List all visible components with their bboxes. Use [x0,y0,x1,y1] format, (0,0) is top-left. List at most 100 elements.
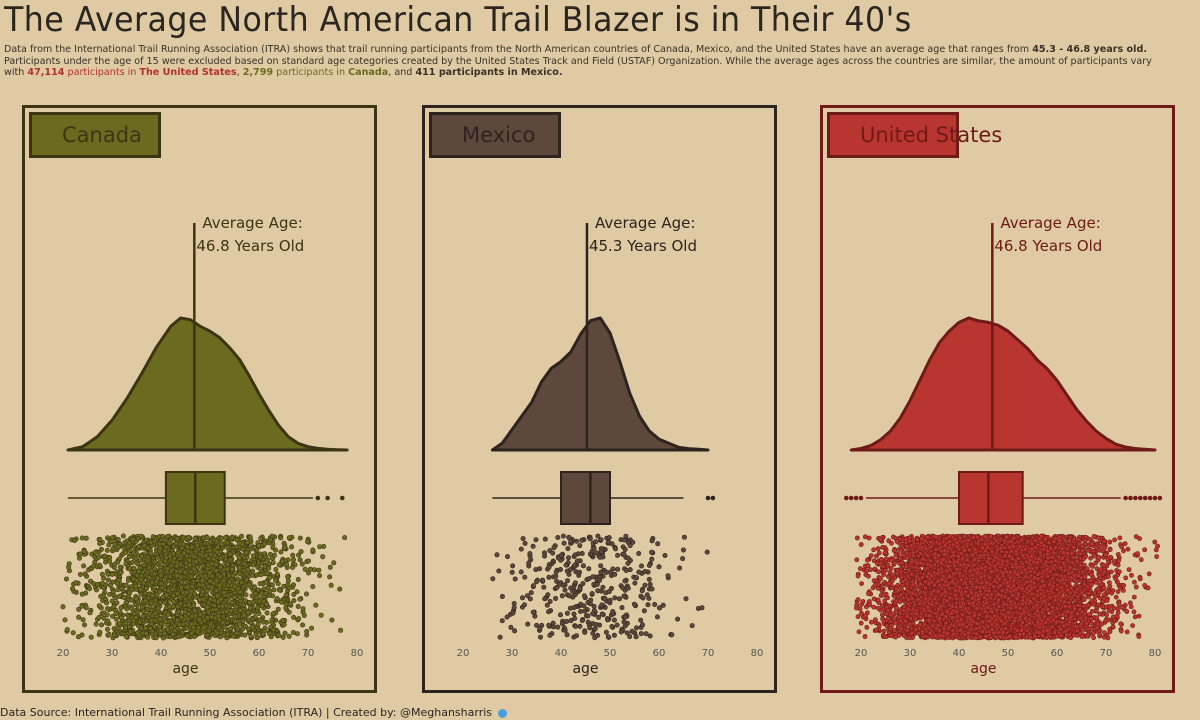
panel-title-canada: Canada [29,112,161,158]
jitter-point [114,600,120,606]
jitter-point [572,562,578,568]
jitter-point [273,577,279,583]
jitter-point [1123,575,1129,581]
jitter-point [182,570,188,576]
jitter-point [526,560,532,566]
jitter-point [269,582,275,588]
jitter-point [215,549,221,555]
jitter-point [129,597,135,603]
jitter-point [511,605,517,611]
jitter-point [177,622,183,628]
jitter-point [175,590,181,596]
subtitle-ca-name: Canada [348,67,389,78]
jitter-point [555,555,561,561]
jitter-point [170,631,176,637]
jitter-point [295,603,301,609]
jitter-point [237,540,243,546]
jitter-point [217,583,223,589]
jitter-point [211,597,217,603]
jitter-point [641,608,647,614]
jitter-point [76,606,82,612]
jitter-point [177,594,183,600]
jitter-point [639,588,645,594]
jitter-point [196,582,202,588]
jitter-point [213,562,219,568]
jitter-point [320,554,326,560]
jitter-point [228,608,234,614]
jitter-point [593,622,599,628]
jitter-point [291,614,297,620]
jitter-point [279,599,285,605]
jitter-point [618,629,624,635]
jitter-point [856,629,862,635]
jitter-point [184,544,190,550]
jitter-point [165,611,171,617]
jitter-point [264,601,270,607]
jitter-point [640,595,646,601]
jitter-point [140,608,146,614]
jitter-point [145,558,151,564]
jitter-point [178,584,184,590]
jitter-point [244,554,250,560]
jitter-point [610,608,616,614]
jitter-point [225,566,231,572]
jitter-point [296,552,302,558]
jitter-point [139,604,145,610]
jitter-point [162,631,168,637]
jitter-point [139,573,145,579]
jitter-point [152,601,158,607]
jitter-point [138,586,144,592]
jitter-point [267,574,273,580]
jitter-point [228,626,234,632]
jitter-point [87,610,93,616]
jitter-point [83,535,89,541]
jitter-point [229,566,235,572]
mean-value-label: 46.8 Years Old [196,237,304,255]
jitter-point [562,587,568,593]
jitter-point [101,615,107,621]
jitter-point [622,578,628,584]
jitter-point [540,577,546,583]
x-tick-label: 20 [457,648,470,659]
jitter-point [525,621,531,627]
jitter-point [520,595,526,601]
jitter-point [597,577,603,583]
jitter-point [256,560,262,566]
jitter-point [586,576,592,582]
jitter-point [264,610,270,616]
jitter-point [609,623,615,629]
jitter-point [582,629,588,635]
jitter-point [110,546,116,552]
jitter-point [193,594,199,600]
jitter-point [546,564,552,570]
jitter-point [605,617,611,623]
box-outlier [710,495,716,501]
jitter-point [599,611,605,617]
jitter-point [276,632,282,638]
jitter-point [72,537,78,543]
jitter-point [305,558,311,564]
jitter-point [602,596,608,602]
jitter-point [163,555,169,561]
jitter-point [558,612,564,618]
subtitle-line2: Participants under the age of 15 were ex… [4,55,1152,67]
jitter-point [280,634,286,640]
jitter-point [193,559,199,565]
jitter-point [140,613,146,619]
jitter-point [209,561,215,567]
jitter-point [871,604,877,610]
jitter-point [704,549,710,555]
jitter-point [178,601,184,607]
mean-value-label: 45.3 Years Old [589,237,697,255]
jitter-point [537,566,543,572]
jitter-point [159,585,165,591]
jitter-point [560,533,566,539]
jitter-point [258,566,264,572]
jitter-point [79,632,85,638]
jitter-point [656,564,662,570]
jitter-point [258,535,264,541]
jitter-point [173,540,179,546]
jitter-point [649,538,655,544]
box-outlier [705,495,711,501]
